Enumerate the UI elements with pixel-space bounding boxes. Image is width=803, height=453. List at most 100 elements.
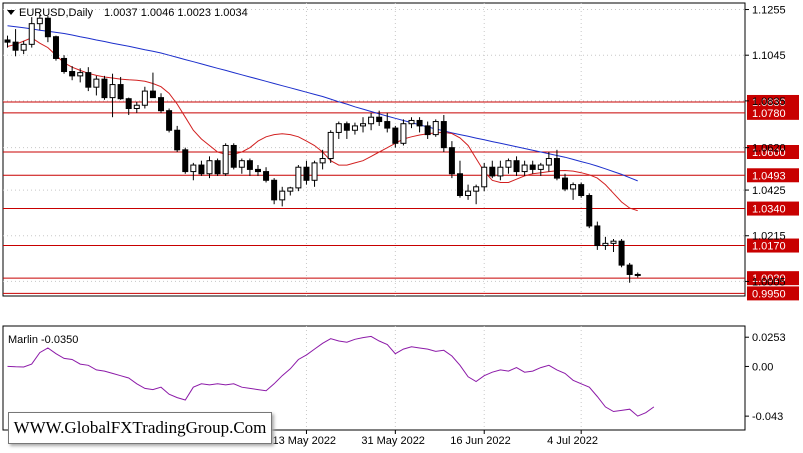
- candle: [44, 16, 51, 43]
- candle-body: [602, 242, 609, 247]
- candle-body: [465, 190, 472, 197]
- candle-body: [279, 190, 286, 201]
- candle-body: [586, 195, 593, 227]
- time-tick-label: 4 Jul 2022: [547, 435, 598, 447]
- candle: [529, 160, 536, 174]
- candle: [206, 156, 213, 179]
- candle-body: [101, 78, 108, 99]
- candle-body: [287, 187, 294, 192]
- price-tick-label: 1.0425: [752, 185, 786, 197]
- candle-body: [263, 171, 270, 181]
- candle: [198, 160, 205, 176]
- candle-body: [109, 84, 116, 99]
- indicator-tick-label: 0.0253: [752, 332, 786, 344]
- candle-body: [553, 158, 560, 179]
- candle: [77, 68, 84, 83]
- candle: [279, 186, 286, 207]
- watermark-logo: WWW.GlobalFXTradingGroup.Com: [8, 412, 272, 444]
- candle-body: [424, 125, 431, 136]
- candle: [20, 41, 27, 55]
- candle: [271, 178, 278, 205]
- indicator-tick-label: -0.043: [752, 411, 783, 423]
- candle: [424, 121, 431, 139]
- candle: [594, 221, 601, 250]
- candle: [497, 160, 504, 181]
- candle-body: [456, 173, 463, 197]
- candle-body: [93, 78, 100, 88]
- chart-symbol-label: EURUSD,Daily: [19, 7, 93, 19]
- candle: [545, 152, 552, 172]
- dropdown-triangle-icon[interactable]: [7, 10, 15, 15]
- candle-body: [343, 123, 350, 131]
- candle-body: [36, 17, 43, 25]
- candle: [311, 160, 318, 187]
- candle: [400, 119, 407, 146]
- candle-body: [222, 144, 229, 175]
- candle: [562, 173, 569, 192]
- candle-body: [311, 162, 318, 181]
- candle: [12, 29, 19, 57]
- candle-body: [214, 160, 221, 175]
- candle-body: [489, 166, 496, 177]
- candle-body: [351, 125, 358, 131]
- candle-body: [368, 116, 375, 125]
- candle-body: [303, 166, 310, 181]
- candle-body: [440, 121, 447, 149]
- candle: [360, 117, 367, 133]
- candle: [254, 165, 261, 176]
- candle-body: [392, 127, 399, 144]
- candle: [521, 160, 528, 176]
- time-tick-label: 16 Jun 2022: [450, 435, 511, 447]
- candle: [319, 149, 326, 170]
- candle: [158, 93, 165, 113]
- candle: [117, 76, 124, 100]
- time-tick-label: 13 May 2022: [272, 435, 336, 447]
- price-tick-label: 1.0620: [752, 143, 786, 155]
- candle-body: [206, 160, 213, 175]
- candle: [287, 186, 294, 196]
- candle-body: [505, 160, 512, 168]
- candle: [69, 66, 76, 81]
- candle-body: [141, 90, 148, 106]
- candle-body: [61, 57, 68, 73]
- candle-body: [69, 71, 76, 77]
- level-label: 1.0170: [752, 241, 786, 253]
- candle: [570, 182, 577, 200]
- candle-body: [570, 184, 577, 190]
- candle-body: [85, 72, 92, 88]
- candle: [626, 262, 633, 283]
- main-plot-frame: [2, 2, 746, 297]
- chart-ohlc-label: 1.0037 1.0046 1.0023 1.0034: [104, 7, 248, 19]
- candle-body: [529, 164, 536, 170]
- candle: [101, 75, 108, 100]
- candle: [149, 72, 156, 99]
- price-axis: 1.1255 1.1045 1.0835 1.0620 1.0425 1.0215 1.00…: [745, 5, 786, 288]
- candle-body: [12, 41, 19, 51]
- candle: [230, 143, 237, 170]
- level-label-box: [747, 238, 799, 253]
- time-axis: 13 May 2022 31 May 2022 16 Jun 2022 4 Jul 2…: [272, 430, 598, 447]
- level-label-box: [747, 286, 799, 301]
- candle: [85, 67, 92, 92]
- candle-body: [408, 119, 415, 125]
- candle: [141, 86, 148, 109]
- candle: [473, 184, 480, 205]
- candle: [384, 112, 391, 133]
- price-tick-label: 1.0215: [752, 231, 786, 243]
- candle-body: [562, 177, 569, 190]
- candle-body: [545, 158, 552, 166]
- level-label: 1.0340: [752, 204, 786, 216]
- candle: [295, 165, 302, 192]
- candle: [52, 35, 59, 61]
- candle-body: [254, 168, 261, 173]
- candle-body: [537, 164, 544, 170]
- candle-body: [182, 149, 189, 173]
- candle-body: [360, 123, 367, 127]
- candle-body: [432, 121, 439, 136]
- candle: [343, 121, 350, 139]
- candle-body: [626, 264, 633, 275]
- candle: [481, 162, 488, 192]
- indicator-axis: 0.0253 0.00 -0.043: [745, 332, 786, 423]
- candle-body: [4, 39, 11, 43]
